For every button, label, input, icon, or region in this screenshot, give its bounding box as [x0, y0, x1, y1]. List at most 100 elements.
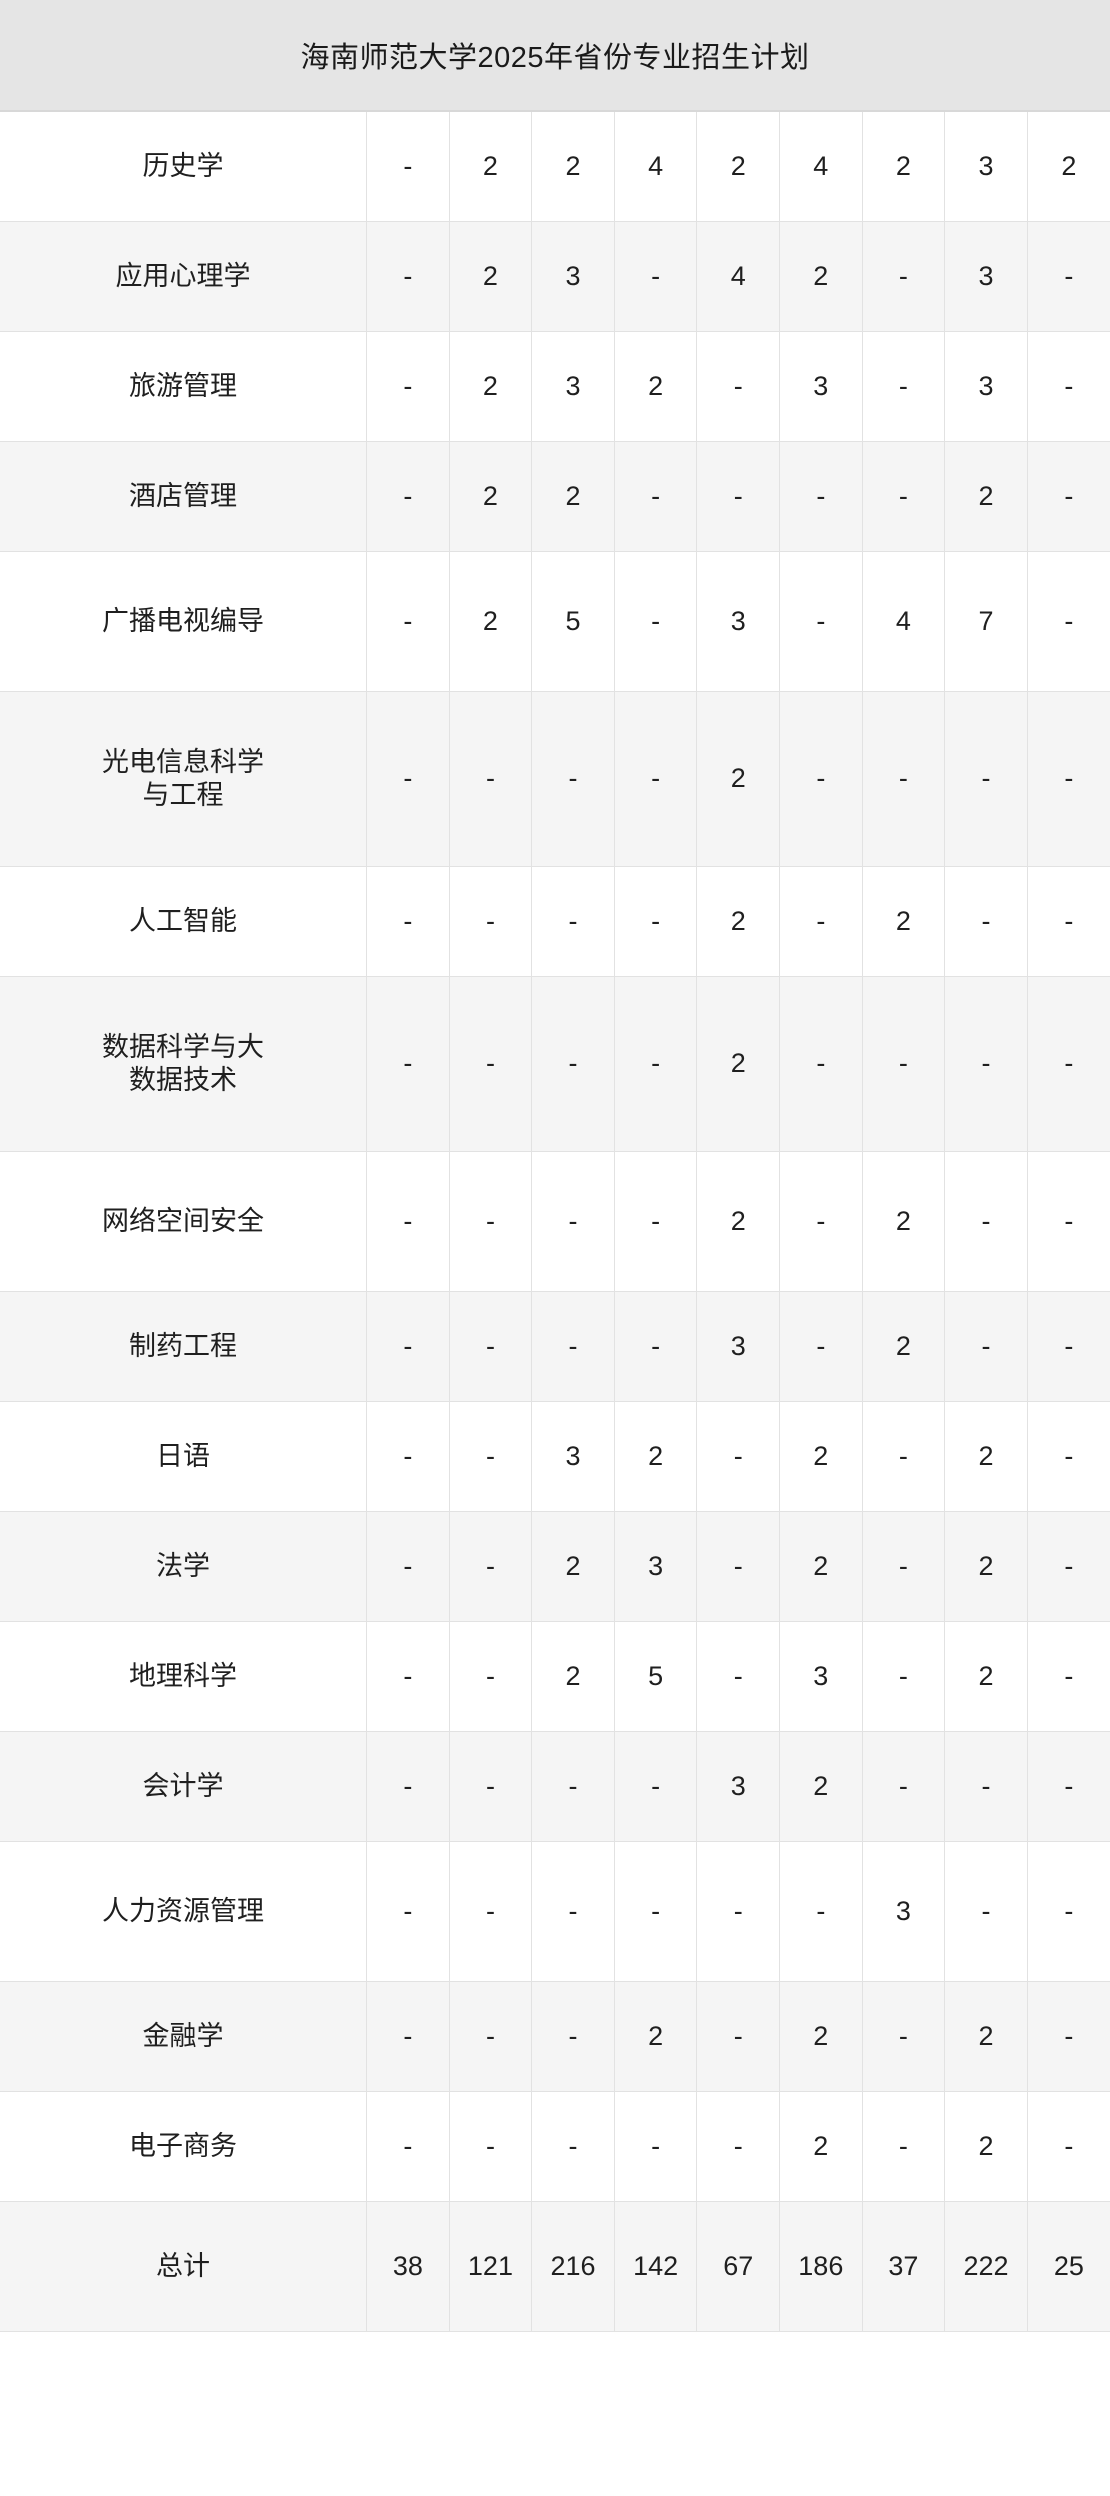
total-count-cell: 38	[366, 2201, 450, 2332]
plan-count-cell: -	[449, 1151, 533, 1292]
total-count-cell: 25	[1027, 2201, 1110, 2332]
table-row: 旅游管理 -2 3 2-3-3-	[0, 331, 1110, 442]
plan-count-cell: 2	[779, 1731, 863, 1842]
plan-count-cell: 3	[944, 221, 1028, 332]
plan-count-cell: -	[531, 1291, 615, 1402]
plan-count-cell: 3	[614, 1511, 698, 1622]
major-name-cell: 旅游管理	[0, 331, 368, 442]
plan-count-cell: -	[944, 1841, 1028, 1982]
table-row: 广播电视编导 -2 5-3-4 7-	[0, 551, 1110, 692]
plan-count-cell: 3	[779, 331, 863, 442]
plan-count-cell: -	[1027, 441, 1110, 552]
plan-count-cell: -	[779, 976, 863, 1152]
plan-count-cell: -	[862, 976, 946, 1152]
plan-count-cell: 2	[449, 441, 533, 552]
plan-count-cell: 2	[944, 1981, 1028, 2092]
plan-count-cell: 2	[779, 1981, 863, 2092]
plan-count-cell: 2	[449, 111, 533, 222]
plan-count-cell: -	[944, 691, 1028, 867]
major-name-cell: 历史学	[0, 111, 368, 222]
plan-count-cell: 2	[862, 1291, 946, 1402]
plan-count-cell: -	[366, 1621, 450, 1732]
plan-count-cell: -	[614, 1151, 698, 1292]
plan-count-cell: -	[779, 441, 863, 552]
plan-count-cell: 2	[862, 1151, 946, 1292]
plan-count-cell: 2	[696, 111, 781, 222]
plan-count-cell: 2	[614, 1981, 698, 2092]
plan-count-cell: -	[1027, 1291, 1110, 1402]
plan-count-cell: -	[614, 1291, 698, 1402]
plan-count-cell: -	[779, 691, 863, 867]
plan-count-cell: -	[531, 1151, 615, 1292]
plan-count-cell: -	[531, 1841, 615, 1982]
plan-count-cell: 2	[531, 1621, 615, 1732]
plan-count-cell: -	[779, 1151, 863, 1292]
plan-count-cell: -	[366, 2091, 450, 2202]
major-name-cell: 制药工程	[0, 1291, 368, 1402]
major-name-cell: 酒店管理	[0, 441, 368, 552]
plan-count-cell: 2	[696, 866, 781, 977]
total-row: 总计 38 121 216 142 67 186 37 222 25	[0, 2201, 1110, 2332]
plan-count-cell: 2	[696, 1151, 781, 1292]
plan-count-cell: -	[614, 1731, 698, 1842]
plan-count-cell: -	[366, 331, 450, 442]
table-row: 人工智能 - - - -2-2- -	[0, 866, 1110, 977]
major-name-cell: 网络空间安全	[0, 1151, 368, 1292]
plan-count-cell: 2	[1027, 111, 1110, 222]
plan-count-cell: 2	[944, 1511, 1028, 1622]
plan-count-cell: -	[366, 1841, 450, 1982]
table-row: 法学 - -2 3-2-2-	[0, 1511, 1110, 1622]
plan-count-cell: -	[862, 1621, 946, 1732]
plan-count-cell: 2	[779, 2091, 863, 2202]
plan-count-cell: 2	[449, 221, 533, 332]
plan-count-cell: -	[366, 1981, 450, 2092]
table-row: 地理科学 - -2 5-3-2-	[0, 1621, 1110, 1732]
admissions-plan-table: 海南师范大学2025年省份专业招生计划 历史学 -2 2 4 2 4 2 3 2 应用心理学 -2 3…	[0, 0, 1110, 2332]
plan-count-cell: 3	[944, 111, 1028, 222]
plan-count-cell: 4	[614, 111, 698, 222]
total-count-cell: 186	[779, 2201, 863, 2332]
plan-count-cell: -	[366, 1511, 450, 1622]
plan-count-cell: -	[779, 866, 863, 977]
plan-count-cell: -	[366, 221, 450, 332]
table-row: 电子商务 - - - - -2-2-	[0, 2091, 1110, 2202]
table-row: 数据科学与大 数据技术 - - - -2- - - -	[0, 976, 1110, 1152]
plan-count-cell: -	[614, 976, 698, 1152]
plan-count-cell: -	[1027, 2091, 1110, 2202]
total-count-cell: 121	[449, 2201, 533, 2332]
plan-count-cell: -	[696, 2091, 781, 2202]
plan-count-cell: 2	[862, 111, 946, 222]
plan-count-cell: 2	[944, 1401, 1028, 1512]
plan-count-cell: -	[1027, 1981, 1110, 2092]
plan-count-cell: -	[1027, 331, 1110, 442]
plan-count-cell: -	[449, 1401, 533, 1512]
plan-count-cell: 2	[944, 441, 1028, 552]
plan-count-cell: -	[366, 441, 450, 552]
plan-count-cell: 3	[696, 1731, 781, 1842]
plan-count-cell: -	[449, 976, 533, 1152]
plan-count-cell: -	[449, 1291, 533, 1402]
plan-count-cell: -	[366, 1731, 450, 1842]
plan-count-cell: -	[531, 2091, 615, 2202]
plan-count-cell: -	[531, 1981, 615, 2092]
major-name-cell: 金融学	[0, 1981, 368, 2092]
plan-count-cell: -	[696, 331, 781, 442]
plan-count-cell: -	[1027, 1621, 1110, 1732]
plan-count-cell: -	[944, 1291, 1028, 1402]
plan-count-cell: -	[1027, 1841, 1110, 1982]
table-row: 制药工程 - - - -3-2- -	[0, 1291, 1110, 1402]
plan-count-cell: 2	[449, 331, 533, 442]
major-name-cell: 光电信息科学 与工程	[0, 691, 368, 867]
plan-count-cell: -	[366, 691, 450, 867]
plan-count-cell: -	[862, 2091, 946, 2202]
plan-count-cell: -	[862, 1401, 946, 1512]
plan-count-cell: -	[449, 1731, 533, 1842]
plan-count-cell: 2	[779, 1511, 863, 1622]
plan-count-cell: -	[1027, 1511, 1110, 1622]
plan-count-cell: 2	[531, 111, 615, 222]
plan-count-cell: -	[614, 2091, 698, 2202]
plan-count-cell: 2	[944, 1621, 1028, 1732]
major-name-cell: 电子商务	[0, 2091, 368, 2202]
plan-count-cell: -	[696, 441, 781, 552]
table-row: 光电信息科学 与工程 - - - -2- - - -	[0, 691, 1110, 867]
